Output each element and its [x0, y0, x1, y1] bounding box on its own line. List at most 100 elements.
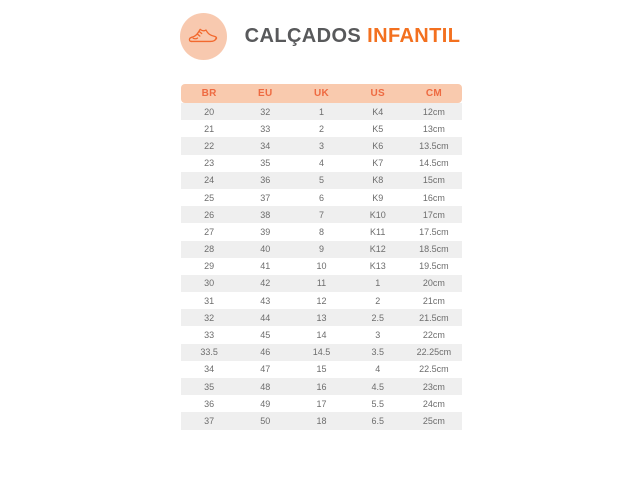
table-cell: 17.5cm — [419, 226, 449, 237]
table-cell: 22 — [204, 140, 215, 151]
table-cell: 35 — [204, 381, 215, 392]
table-cell: 10 — [316, 261, 327, 272]
table-cell: 13cm — [422, 123, 445, 134]
table-cell: 35 — [260, 158, 271, 169]
table-cell: 18.5cm — [419, 244, 449, 255]
table-cell: 16cm — [422, 192, 445, 203]
table-cell: 31 — [204, 295, 215, 306]
table-cell: 5 — [318, 175, 324, 186]
table-cell: 37 — [204, 415, 215, 426]
table-cell: K9 — [372, 192, 384, 203]
table-cell: 22cm — [422, 330, 445, 341]
table-cell: 2 — [375, 295, 381, 306]
column-header-eu: EU — [258, 88, 273, 99]
table-cell: 4 — [318, 158, 324, 169]
table-cell: 13 — [316, 312, 327, 323]
table-cell: 17cm — [422, 209, 445, 220]
table-cell: 21cm — [422, 295, 445, 306]
table-cell: K7 — [372, 158, 384, 169]
table-row: 34 47 15 4 22.5cm — [181, 360, 462, 378]
table-cell: 34 — [260, 140, 271, 151]
table-row: 29 41 10 K13 19.5cm — [181, 257, 462, 275]
table-cell: 15 — [316, 364, 327, 375]
table-row: 20 32 1 K4 12cm — [181, 103, 462, 121]
sneaker-icon — [187, 20, 219, 52]
table-cell: 50 — [260, 415, 271, 426]
table-cell: 1 — [318, 106, 324, 117]
table-cell: 46 — [260, 347, 271, 358]
table-cell: K6 — [372, 140, 384, 151]
table-cell: 11 — [316, 278, 327, 289]
table-cell: 37 — [260, 192, 271, 203]
table-cell: 20 — [204, 106, 215, 117]
table-cell: 12cm — [422, 106, 445, 117]
table-cell: 7 — [318, 209, 324, 220]
table-cell: 18 — [316, 415, 327, 426]
table-cell: 48 — [260, 381, 271, 392]
table-cell: 22.5cm — [419, 364, 449, 375]
table-cell: 33.5 — [200, 347, 218, 358]
table-cell: 13.5cm — [419, 140, 449, 151]
table-cell: 32 — [260, 106, 271, 117]
table-cell: 34 — [204, 364, 215, 375]
table-cell: 42 — [260, 278, 271, 289]
table-cell: 2.5 — [371, 312, 384, 323]
table-cell: 33 — [260, 123, 271, 134]
table-cell: K13 — [369, 261, 386, 272]
table-row: 32 44 13 2.5 21.5cm — [181, 309, 462, 327]
table-cell: K8 — [372, 175, 384, 186]
table-cell: 24cm — [422, 398, 445, 409]
table-cell: 36 — [260, 175, 271, 186]
column-header-us: US — [370, 88, 385, 99]
table-row: 33.5 46 14.5 3.5 22.25cm — [181, 343, 462, 361]
table-cell: K12 — [369, 244, 386, 255]
table-cell: 8 — [318, 226, 324, 237]
table-row: 30 42 11 1 20cm — [181, 274, 462, 293]
table-row: 26 38 7 K10 17cm — [181, 206, 462, 224]
table-cell: 17 — [316, 398, 327, 409]
column-header-uk: UK — [313, 88, 330, 99]
table-cell: 3.5 — [371, 347, 384, 358]
table-cell: 14.5 — [312, 347, 331, 358]
table-cell: 22.25cm — [416, 347, 452, 358]
table-cell: 16 — [316, 381, 327, 392]
table-cell: 21 — [204, 123, 215, 134]
table-cell: 6 — [318, 192, 324, 203]
table-cell: 49 — [260, 398, 271, 409]
table-cell: 30 — [204, 278, 215, 289]
table-row: 25 37 6 K9 16cm — [181, 188, 462, 207]
table-cell: 24 — [204, 175, 215, 186]
table-cell: K4 — [372, 106, 384, 117]
table-cell: 14 — [316, 330, 327, 341]
table-cell: 40 — [260, 244, 271, 255]
table-cell: 38 — [260, 209, 271, 220]
table-row: 33 45 14 3 22cm — [181, 326, 462, 344]
table-cell: 5.5 — [371, 398, 384, 409]
table-cell: 32 — [204, 312, 215, 323]
table-cell: 36 — [204, 398, 215, 409]
table-cell: 1 — [375, 278, 381, 289]
table-cell: 45 — [260, 330, 271, 341]
table-cell: 21.5cm — [419, 312, 449, 323]
table-cell: 29 — [204, 261, 215, 272]
page-title-main: CALÇADOS — [244, 24, 362, 47]
table-cell: 3 — [318, 140, 324, 151]
column-header-cm: CM — [425, 88, 442, 99]
table-cell: 6.5 — [371, 415, 384, 426]
table-cell: 28 — [204, 244, 215, 255]
table-cell: 44 — [260, 312, 271, 323]
size-conversion-table: BR EU UK US CM 20 32 1 K4 12cm 21 33 2 K5 13cm 22 34 3 K6… — [181, 84, 462, 430]
table-cell: 39 — [260, 226, 271, 237]
table-cell: 25 — [204, 192, 215, 203]
table-cell: 9 — [318, 244, 324, 255]
table-cell: 25cm — [422, 415, 445, 426]
table-cell: K5 — [372, 123, 384, 134]
table-cell: 43 — [260, 295, 271, 306]
table-cell: 27 — [204, 226, 215, 237]
table-cell: K10 — [369, 209, 386, 220]
table-cell: 20cm — [422, 278, 445, 289]
table-row: 23 35 4 K7 14.5cm — [181, 154, 462, 172]
table-cell: 4.5 — [371, 381, 384, 392]
table-cell: 2 — [318, 123, 324, 134]
table-cell: 19.5cm — [419, 261, 449, 272]
